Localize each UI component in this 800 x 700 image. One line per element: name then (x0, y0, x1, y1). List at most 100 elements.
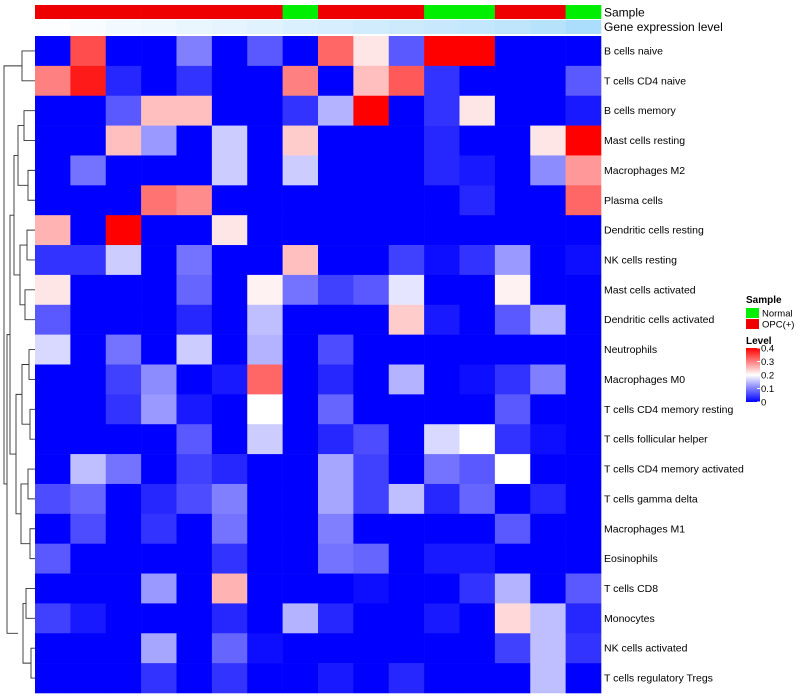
heatmap-cell (353, 36, 390, 67)
heatmap-cell (282, 573, 319, 604)
dendrogram-branch (27, 169, 35, 201)
heatmap-cell (105, 454, 142, 485)
heatmap-cell (565, 334, 602, 365)
heatmap-cell (70, 36, 107, 67)
heatmap-cell (282, 304, 319, 335)
heatmap-cell (494, 424, 531, 455)
heatmap-cell (35, 304, 71, 335)
heatmap-cell (70, 513, 107, 544)
heatmap-cell (424, 454, 460, 485)
heatmap-cell (211, 155, 248, 186)
heatmap-cell (565, 95, 602, 126)
heatmap-cell (247, 185, 283, 216)
heatmap-cell (282, 513, 319, 544)
heatmap-cell (70, 215, 107, 246)
sample-legend-label: OPC(+) (762, 320, 794, 331)
sample-annotation-cell (70, 5, 107, 19)
heatmap-cell (141, 483, 177, 515)
heatmap-cell (530, 603, 566, 634)
heatmap-cell (105, 633, 142, 664)
heatmap-cell (176, 185, 213, 216)
heatmap-cell (247, 95, 283, 126)
heatmap-cell (494, 483, 531, 515)
heatmap-cell (353, 95, 390, 126)
heatmap-cell (247, 245, 283, 276)
row-label: NK cells activated (604, 643, 688, 655)
heatmap-cell (530, 245, 566, 276)
heatmap-cell (247, 125, 283, 156)
heatmap-cell (388, 215, 425, 246)
heatmap-cell (141, 573, 177, 604)
heatmap-cell (176, 304, 213, 335)
heatmap-cell (247, 65, 283, 97)
heatmap-cell (282, 185, 319, 216)
heatmap-cell (530, 36, 566, 67)
heatmap-cell (176, 424, 213, 455)
heatmap-cell (424, 424, 460, 455)
heatmap-cell (176, 274, 213, 306)
heatmap-cell (247, 304, 283, 335)
heatmap-cell (530, 334, 566, 365)
heatmap-cell (494, 573, 531, 604)
heatmap-cell (459, 364, 496, 395)
sample-annotation-bar (35, 5, 602, 19)
heatmap-cell (388, 364, 425, 395)
heatmap-cell (494, 603, 531, 634)
heatmap-cell (176, 513, 213, 544)
heatmap-cell (211, 364, 248, 395)
heatmap-cell (530, 125, 566, 156)
heatmap-cell (494, 454, 531, 485)
heatmap-cell (176, 245, 213, 276)
heatmap-cell (282, 65, 319, 97)
heatmap-cell (211, 543, 248, 574)
heatmap-cell (565, 155, 602, 186)
heatmap-cell (282, 334, 319, 365)
heatmap-cell (388, 424, 425, 455)
heatmap-cell (105, 95, 142, 126)
heatmap-cell (353, 334, 390, 365)
heatmap-cell (318, 274, 354, 306)
heatmap-cell (459, 663, 496, 694)
heatmap-cell (459, 603, 496, 634)
heatmap-cell (247, 483, 283, 515)
row-label: B cells memory (604, 105, 677, 117)
heatmap-cell (176, 543, 213, 574)
heatmap-cell (70, 633, 107, 664)
heatmap-cell (318, 65, 354, 97)
heatmap-cell (211, 245, 248, 276)
dendrogram-branch (28, 349, 35, 380)
heatmap-cell (247, 36, 283, 67)
heatmap-cell (565, 185, 602, 216)
heatmap-cell (530, 394, 566, 425)
heatmap-cell (530, 215, 566, 246)
heatmap-cell (282, 125, 319, 156)
heatmap-cell (318, 125, 354, 156)
heatmap-cell (494, 394, 531, 425)
heatmap-cell (247, 155, 283, 186)
sample-annotation-cell (388, 5, 425, 19)
sample-annotation-cell (35, 5, 71, 19)
heatmap-cell (353, 633, 390, 664)
heatmap-cell (247, 603, 283, 634)
heatmap-cell (530, 573, 566, 604)
heatmap-cell (247, 573, 283, 604)
heatmap-cell (318, 573, 354, 604)
heatmap-cell (565, 603, 602, 634)
heatmap-cell (141, 364, 177, 395)
gene-annotation-cell (459, 20, 496, 34)
heatmap-cell (35, 65, 71, 97)
sample-annotation-cell (141, 5, 177, 19)
heatmap-cell (494, 215, 531, 246)
heatmap-cell (565, 424, 602, 455)
row-label: T cells CD4 memory resting (604, 404, 733, 416)
row-label: Monocytes (604, 613, 655, 625)
heatmap-cell (424, 65, 460, 97)
heatmap-cell (530, 185, 566, 216)
heatmap-cell (424, 483, 460, 515)
dendrogram-branch (22, 602, 31, 664)
gene-annotation-cell (318, 20, 354, 34)
heatmap-cell (176, 394, 213, 425)
heatmap-cell (565, 513, 602, 544)
heatmap-cell (105, 513, 142, 544)
heatmap-cell (565, 274, 602, 306)
